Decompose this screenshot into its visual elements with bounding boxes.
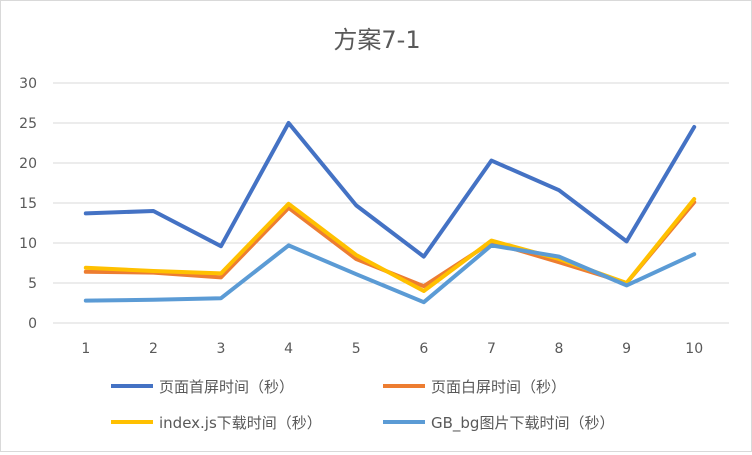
chart-title: 方案7-1 [333, 26, 420, 54]
y-tick-label: 30 [19, 76, 37, 92]
x-tick-label: 2 [149, 341, 158, 357]
x-tick-label: 8 [555, 341, 564, 357]
x-tick-label: 5 [352, 341, 361, 357]
x-tick-label: 7 [487, 341, 496, 357]
x-tick-label: 3 [217, 341, 226, 357]
y-tick-label: 15 [19, 196, 37, 212]
y-tick-label: 20 [19, 156, 37, 172]
x-tick-label: 10 [685, 341, 703, 357]
x-tick-label: 9 [622, 341, 631, 357]
y-tick-label: 0 [28, 316, 37, 332]
x-tick-label: 4 [284, 341, 293, 357]
legend-label: 页面白屏时间（秒） [431, 378, 566, 396]
x-tick-label: 1 [81, 341, 90, 357]
y-tick-label: 5 [28, 276, 37, 292]
series-line-1 [83, 121, 697, 259]
y-tick-label: 10 [19, 236, 37, 252]
legend-label: index.js下载时间（秒） [159, 414, 322, 432]
x-tick-label: 6 [419, 341, 428, 357]
y-tick-label: 25 [19, 116, 37, 132]
legend-label: 页面首屏时间（秒） [159, 378, 294, 396]
series-line-4 [83, 243, 697, 305]
legend-label: GB_bg图片下载时间（秒） [431, 414, 614, 433]
